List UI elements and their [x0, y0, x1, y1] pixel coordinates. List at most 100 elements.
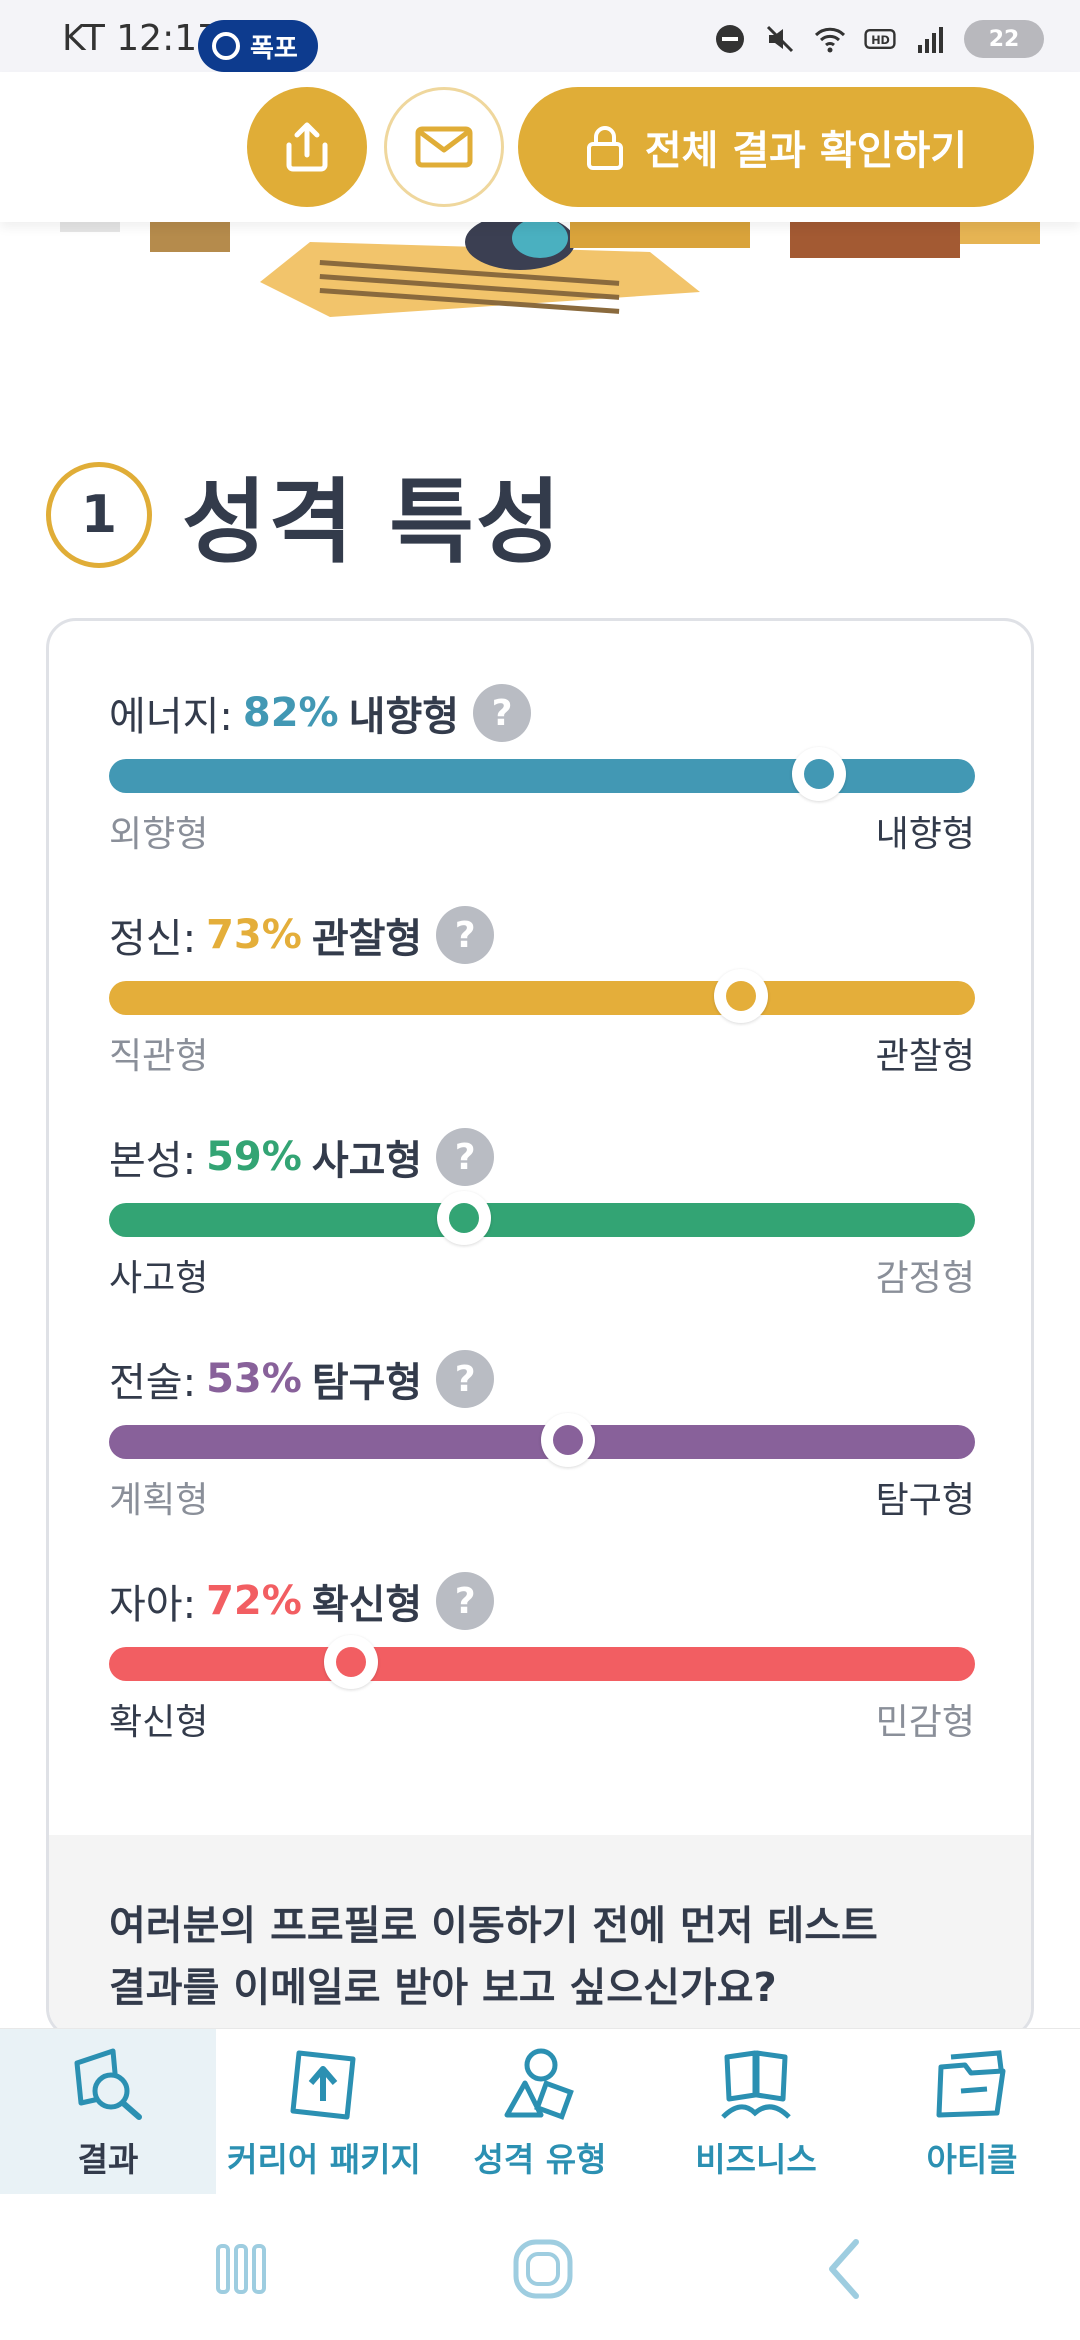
trait-percent: 73%: [206, 912, 302, 958]
trait-row: 자아: 72% 확신형? 확신형 민감형: [109, 1569, 975, 1745]
section-number-badge: 1: [46, 461, 152, 568]
trait-bar: [109, 1635, 975, 1689]
bottom-navigation: 결과 커리어 패키지 성격 유형 비즈니스 아티클: [0, 2028, 1080, 2194]
battery-indicator: 22: [964, 20, 1044, 58]
status-bar: KT 12:17 폭포 HD 22: [0, 0, 1080, 72]
trait-right-label: 관찰형: [875, 1036, 975, 1077]
trait-scale-labels: 외향형 내향형: [109, 805, 975, 857]
share-icon: [286, 122, 328, 172]
mail-icon: [415, 126, 473, 168]
status-icons: HD 22: [714, 20, 1044, 58]
trait-heading: 본성: 59% 사고형?: [109, 1125, 975, 1189]
trait-type: 사고형: [311, 1138, 423, 1184]
trait-bar: [109, 1191, 975, 1245]
trait-scale-labels: 직관형 관찰형: [109, 1027, 975, 1079]
trait-percent: 72%: [206, 1578, 302, 1624]
trait-name: 본성:: [109, 1138, 197, 1184]
trait-heading: 전술: 53% 탐구형?: [109, 1347, 975, 1411]
help-icon[interactable]: ?: [436, 1128, 495, 1186]
section-title: 성격 특성: [182, 469, 563, 576]
nav-label-personality-types: 성격 유형: [473, 2139, 607, 2179]
email-prompt-line-2: 결과를 이메일로 받아 보고 싶으신가요?: [109, 1965, 777, 2011]
trait-scale-labels: 확신형 민감형: [109, 1693, 975, 1745]
help-icon[interactable]: ?: [436, 1350, 495, 1408]
trait-scale-labels: 사고형 감정형: [109, 1249, 975, 1301]
home-icon[interactable]: [508, 2234, 578, 2304]
trait-scale-labels: 계획형 탐구형: [109, 1471, 975, 1523]
trait-right-label: 탐구형: [875, 1480, 975, 1521]
nav-label-results: 결과: [77, 2139, 139, 2179]
mute-icon: [766, 25, 794, 53]
trait-left-label: 계획형: [109, 1480, 209, 1521]
recent-apps-icon[interactable]: [206, 2234, 276, 2304]
trait-row: 전술: 53% 탐구형? 계획형 탐구형: [109, 1347, 975, 1523]
personality-types-icon: [504, 2048, 574, 2120]
trait-name: 자아:: [109, 1582, 197, 1628]
trait-percent: 53%: [206, 1356, 302, 1402]
trait-row: 본성: 59% 사고형? 사고형 감정형: [109, 1125, 975, 1301]
trait-left-label: 사고형: [109, 1258, 209, 1299]
business-icon: [721, 2050, 791, 2119]
nav-label-business: 비즈니스: [695, 2139, 817, 2179]
nav-label-articles: 아티클: [926, 2139, 1018, 2179]
email-prompt-line-1: 여러분의 프로필로 이동하기 전에 먼저 테스트: [109, 1903, 878, 1949]
view-full-results-label: 전체 결과 확인하기: [644, 128, 968, 174]
trait-left-label: 외향형: [109, 814, 209, 855]
trait-marker: [540, 1413, 595, 1467]
nav-item-business[interactable]: 비즈니스: [648, 2029, 864, 2194]
trait-bar: [109, 1413, 975, 1467]
help-icon[interactable]: ?: [473, 684, 532, 742]
trait-row: 정신: 73% 관찰형? 직관형 관찰형: [109, 903, 975, 1079]
trait-type: 확신형: [311, 1582, 423, 1628]
trait-name: 에너지:: [109, 694, 233, 740]
top-action-bar: 전체 결과 확인하기: [0, 72, 1080, 222]
share-button[interactable]: [247, 87, 367, 207]
trait-heading: 정신: 73% 관찰형?: [109, 903, 975, 967]
carrier-time: KT 12:17: [62, 18, 221, 59]
trait-marker: [324, 1635, 379, 1689]
trait-right-label: 민감형: [875, 1702, 975, 1743]
section-header: 1 성격 특성: [46, 448, 563, 581]
trait-marker: [437, 1191, 492, 1245]
trait-bar: [109, 747, 975, 801]
email-results-prompt: 여러분의 프로필로 이동하기 전에 먼저 테스트 결과를 이메일로 받아 보고 …: [49, 1835, 1031, 2035]
nav-item-career-package[interactable]: 커리어 패키지: [216, 2029, 432, 2194]
trait-bar: [109, 969, 975, 1023]
trait-marker: [714, 969, 769, 1023]
nav-label-career-package: 커리어 패키지: [227, 2139, 421, 2179]
articles-icon: [936, 2049, 1006, 2117]
trait-marker: [792, 747, 847, 801]
results-icon: [74, 2048, 142, 2120]
trait-name: 정신:: [109, 916, 197, 962]
hd-icon: HD: [864, 29, 896, 49]
trait-type: 관찰형: [311, 916, 423, 962]
nav-item-personality-types[interactable]: 성격 유형: [432, 2029, 648, 2194]
help-icon[interactable]: ?: [436, 906, 495, 964]
trait-row: 에너지: 82% 내향형? 외향형 내향형: [109, 681, 975, 857]
lock-icon: [586, 126, 623, 170]
help-icon[interactable]: ?: [436, 1572, 495, 1630]
play-icon: [212, 32, 240, 60]
trait-type: 내향형: [348, 694, 460, 740]
view-full-results-button[interactable]: 전체 결과 확인하기: [518, 87, 1034, 207]
nav-item-results[interactable]: 결과: [0, 2029, 216, 2194]
media-pill[interactable]: 폭포: [198, 20, 318, 72]
email-button[interactable]: [384, 87, 504, 207]
header-illustration: [0, 222, 1080, 332]
system-navigation-bar: [0, 2194, 1080, 2340]
trait-heading: 자아: 72% 확신형?: [109, 1569, 975, 1633]
trait-percent: 59%: [206, 1134, 302, 1180]
svg-text:HD: HD: [871, 34, 890, 47]
trait-name: 전술:: [109, 1360, 197, 1406]
personality-traits-card: 에너지: 82% 내향형? 외향형 내향형 정신: 73% 관찰형? 직관형 관찰형 본성: 59% 사…: [46, 618, 1034, 2038]
trait-left-label: 직관형: [109, 1036, 209, 1077]
back-icon[interactable]: [810, 2234, 880, 2304]
trait-percent: 82%: [242, 690, 339, 736]
nav-item-articles[interactable]: 아티클: [864, 2029, 1080, 2194]
signal-icon: [918, 27, 943, 53]
trait-right-label: 내향형: [875, 814, 975, 855]
career-package-icon: [290, 2050, 356, 2119]
media-pill-label: 폭포: [250, 33, 298, 64]
trait-type: 탐구형: [311, 1360, 423, 1406]
dnd-icon: [716, 25, 744, 53]
